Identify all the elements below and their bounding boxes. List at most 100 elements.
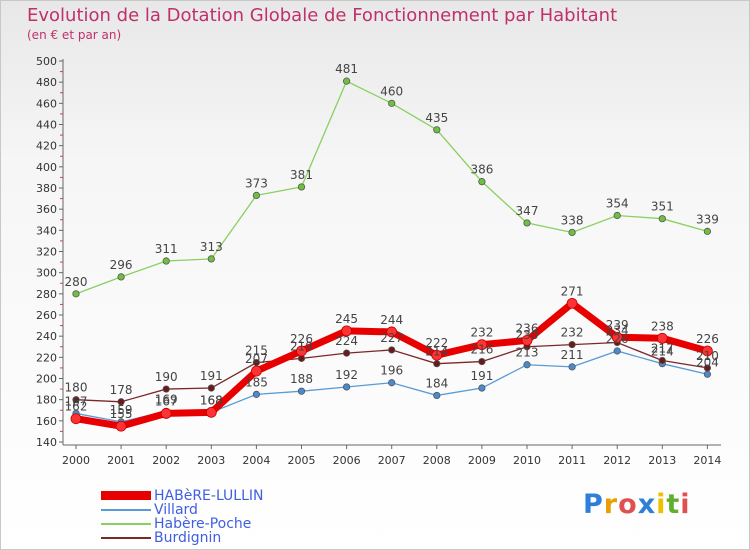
- logo-letter: P: [583, 489, 604, 520]
- data-point: [250, 365, 262, 377]
- data-label: 222: [425, 336, 448, 350]
- data-point: [613, 347, 621, 355]
- data-point: [117, 398, 125, 406]
- data-label: 178: [110, 383, 133, 397]
- data-point: [656, 332, 668, 344]
- logo-letter: i: [656, 489, 667, 520]
- data-point: [207, 384, 215, 392]
- data-point: [388, 346, 396, 354]
- data-label: 460: [380, 84, 403, 98]
- x-tick-label: 2007: [378, 454, 406, 467]
- data-label: 214: [425, 345, 448, 359]
- y-tick-label: 280: [36, 288, 57, 301]
- x-tick-label: 2001: [107, 454, 135, 467]
- logo-letter: t: [666, 489, 681, 520]
- data-label: 155: [110, 407, 133, 421]
- x-tick-label: 2003: [197, 454, 225, 467]
- data-point: [342, 349, 351, 357]
- data-label: 227: [380, 331, 403, 345]
- legend-swatch-habere-lullin: [101, 491, 151, 500]
- logo-letter: i: [680, 489, 691, 520]
- chart-subtitle: (en € et par an): [27, 28, 122, 42]
- y-tick-label: 440: [36, 119, 57, 132]
- data-point: [703, 364, 712, 372]
- legend-label-villard: Villard: [154, 502, 198, 518]
- y-tick-label: 480: [36, 76, 57, 89]
- data-label: 244: [380, 313, 403, 327]
- x-tick-label: 2005: [288, 454, 316, 467]
- data-label: 339: [696, 212, 719, 226]
- data-point: [658, 215, 666, 223]
- legend-label-habere-lullin: HABèRE-LULLIN: [154, 488, 264, 504]
- data-point: [433, 391, 441, 400]
- data-point: [297, 387, 306, 395]
- data-point: [72, 396, 80, 404]
- data-point: [341, 325, 353, 337]
- data-label: 162: [65, 400, 88, 414]
- x-tick-label: 2006: [333, 454, 361, 467]
- data-label: 224: [335, 334, 358, 348]
- data-label: 159: [110, 403, 133, 417]
- data-point: [523, 361, 531, 369]
- data-label: 184: [425, 376, 448, 390]
- chart-title: Evolution de la Dotation Globale de Fonc…: [27, 5, 618, 26]
- data-label: 232: [470, 326, 493, 340]
- data-label: 216: [470, 343, 493, 357]
- proxiti-logo: Proxiti: [583, 489, 691, 520]
- data-label: 381: [290, 168, 313, 182]
- legend-label-burdignin: Burdignin: [154, 530, 222, 546]
- legend-swatch-habere-poche: [101, 523, 151, 525]
- y-tick-label: 500: [36, 55, 57, 68]
- data-label: 207: [245, 352, 268, 366]
- data-label: 236: [516, 321, 539, 335]
- data-label: 191: [470, 369, 493, 383]
- data-point: [568, 341, 576, 349]
- y-tick-label: 200: [36, 373, 57, 386]
- data-label: 347: [516, 204, 539, 218]
- data-label: 204: [696, 355, 719, 369]
- data-point: [566, 297, 578, 309]
- data-point: [117, 273, 125, 281]
- data-label: 219: [290, 339, 313, 353]
- data-label: 230: [516, 328, 539, 342]
- x-tick-label: 2004: [242, 454, 270, 467]
- data-point: [160, 408, 172, 419]
- data-label: 311: [155, 242, 178, 256]
- data-point: [703, 227, 712, 235]
- y-tick-label: 300: [36, 267, 57, 280]
- data-point: [568, 363, 576, 371]
- data-label: 351: [651, 200, 674, 214]
- data-point: [478, 384, 486, 392]
- data-label: 167: [155, 394, 178, 408]
- data-labels: 280 296 311 313 373 381 481 460 435 386 347 338 354 3…: [65, 62, 719, 421]
- data-point: [162, 385, 170, 393]
- y-tick-label: 160: [36, 415, 57, 428]
- data-point: [433, 126, 441, 134]
- data-point: [478, 178, 486, 186]
- data-label: 226: [696, 332, 719, 346]
- data-point: [613, 211, 621, 220]
- data-label: 354: [606, 197, 629, 211]
- y-tick-label: 240: [36, 330, 57, 343]
- data-label: 217: [651, 342, 674, 356]
- data-label: 232: [561, 326, 584, 340]
- data-label: 373: [245, 176, 268, 190]
- x-tick-label: 2011: [558, 454, 586, 467]
- x-tick-label: 2009: [468, 454, 496, 467]
- y-tick-label: 140: [36, 436, 57, 449]
- data-point: [297, 183, 306, 191]
- data-label: 386: [470, 163, 493, 177]
- data-label: 226: [290, 332, 313, 346]
- series-lines: [70, 77, 713, 432]
- data-label: 245: [335, 312, 358, 326]
- data-point: [252, 191, 260, 200]
- data-label: 280: [65, 275, 88, 289]
- legend-swatch-villard: [101, 509, 151, 511]
- y-tick-label: 360: [36, 203, 57, 216]
- x-tick-label: 2014: [693, 454, 721, 467]
- y-tick-label: 260: [36, 309, 57, 322]
- data-point: [478, 357, 486, 366]
- data-label: 210: [696, 349, 719, 363]
- data-point: [72, 290, 80, 298]
